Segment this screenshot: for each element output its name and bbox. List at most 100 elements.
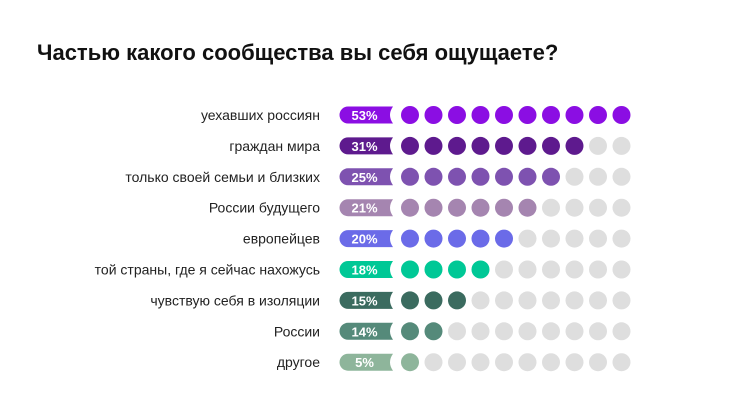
- filled-dot: [424, 167, 443, 186]
- filled-dot: [401, 322, 419, 341]
- filled-dot: [542, 167, 560, 186]
- empty-dot: [518, 260, 537, 279]
- empty-dot: [518, 353, 537, 372]
- filled-dot: [401, 167, 419, 186]
- value-badge: [339, 137, 393, 155]
- row-label: той страны, где я сейчас нахожусь: [95, 262, 320, 278]
- empty-dot: [565, 229, 584, 248]
- filled-dot: [424, 136, 443, 155]
- value-badge: [339, 168, 393, 186]
- empty-dot: [542, 322, 560, 341]
- empty-dot: [589, 198, 607, 217]
- row-label: только своей семьи и близких: [125, 169, 320, 185]
- filled-dot: [542, 136, 560, 155]
- empty-dot: [589, 167, 607, 186]
- empty-dot: [589, 322, 607, 341]
- value-label: 18%: [351, 263, 377, 278]
- empty-dot: [565, 322, 584, 341]
- filled-dot: [495, 167, 513, 186]
- filled-dot: [495, 198, 513, 217]
- chart-title: Частью какого сообщества вы себя ощущает…: [37, 40, 559, 65]
- filled-dot: [424, 106, 443, 124]
- value-label: 25%: [351, 170, 377, 185]
- filled-dot: [448, 229, 466, 248]
- empty-dot: [424, 353, 443, 372]
- filled-dot: [589, 106, 607, 124]
- filled-dot: [424, 291, 443, 310]
- filled-dot: [495, 106, 513, 124]
- empty-dot: [518, 229, 537, 248]
- value-label: 14%: [351, 324, 377, 339]
- empty-dot: [612, 167, 631, 186]
- empty-dot: [471, 291, 490, 310]
- filled-dot: [401, 353, 419, 372]
- value-label: 21%: [351, 201, 377, 216]
- value-badge: [339, 353, 393, 371]
- filled-dot: [424, 229, 443, 248]
- filled-dot: [448, 167, 466, 186]
- filled-dot: [401, 291, 419, 310]
- empty-dot: [612, 291, 631, 310]
- row-label: России: [274, 323, 320, 339]
- filled-dot: [565, 136, 584, 155]
- filled-dot: [448, 198, 466, 217]
- filled-dot: [424, 198, 443, 217]
- empty-dot: [565, 260, 584, 279]
- empty-dot: [565, 291, 584, 310]
- value-badge: [339, 199, 393, 217]
- value-badge: [339, 261, 393, 278]
- filled-dot: [401, 136, 419, 155]
- filled-dot: [471, 167, 490, 186]
- filled-dot: [401, 229, 419, 248]
- value-label: 5%: [355, 355, 374, 370]
- filled-dot: [518, 136, 537, 155]
- filled-dot: [518, 167, 537, 186]
- filled-dot: [424, 322, 443, 341]
- row-label: чувствую себя в изоляции: [150, 292, 320, 308]
- filled-dot: [542, 106, 560, 124]
- filled-dot: [495, 136, 513, 155]
- filled-dot: [401, 198, 419, 217]
- empty-dot: [471, 353, 490, 372]
- filled-dot: [612, 106, 631, 124]
- row-label: России будущего: [209, 200, 320, 216]
- value-badge: [339, 322, 393, 340]
- filled-dot: [401, 106, 419, 124]
- empty-dot: [612, 229, 631, 248]
- empty-dot: [542, 198, 560, 217]
- empty-dot: [518, 291, 537, 310]
- filled-dot: [495, 229, 513, 248]
- empty-dot: [495, 260, 513, 279]
- filled-dot: [448, 136, 466, 155]
- value-label: 15%: [351, 293, 377, 308]
- row-label: граждан мира: [229, 138, 320, 154]
- filled-dot: [471, 198, 490, 217]
- empty-dot: [589, 353, 607, 372]
- filled-dot: [518, 106, 537, 124]
- empty-dot: [589, 229, 607, 248]
- empty-dot: [448, 353, 466, 372]
- empty-dot: [495, 322, 513, 341]
- empty-dot: [495, 291, 513, 310]
- empty-dot: [612, 353, 631, 372]
- empty-dot: [589, 260, 607, 279]
- empty-dot: [565, 353, 584, 372]
- filled-dot: [448, 291, 466, 310]
- empty-dot: [589, 291, 607, 310]
- row-label: европейцев: [243, 231, 320, 247]
- value-badge: [339, 291, 393, 309]
- value-badge: [339, 230, 393, 248]
- filled-dot: [471, 136, 490, 155]
- value-label: 53%: [351, 108, 377, 123]
- empty-dot: [589, 136, 607, 155]
- empty-dot: [612, 260, 631, 279]
- filled-dot: [471, 260, 490, 279]
- empty-dot: [565, 167, 584, 186]
- filled-dot: [518, 198, 537, 217]
- value-badge: [339, 106, 393, 124]
- filled-dot: [401, 260, 419, 279]
- empty-dot: [495, 353, 513, 372]
- filled-dot: [424, 260, 443, 279]
- filled-dot: [565, 106, 584, 124]
